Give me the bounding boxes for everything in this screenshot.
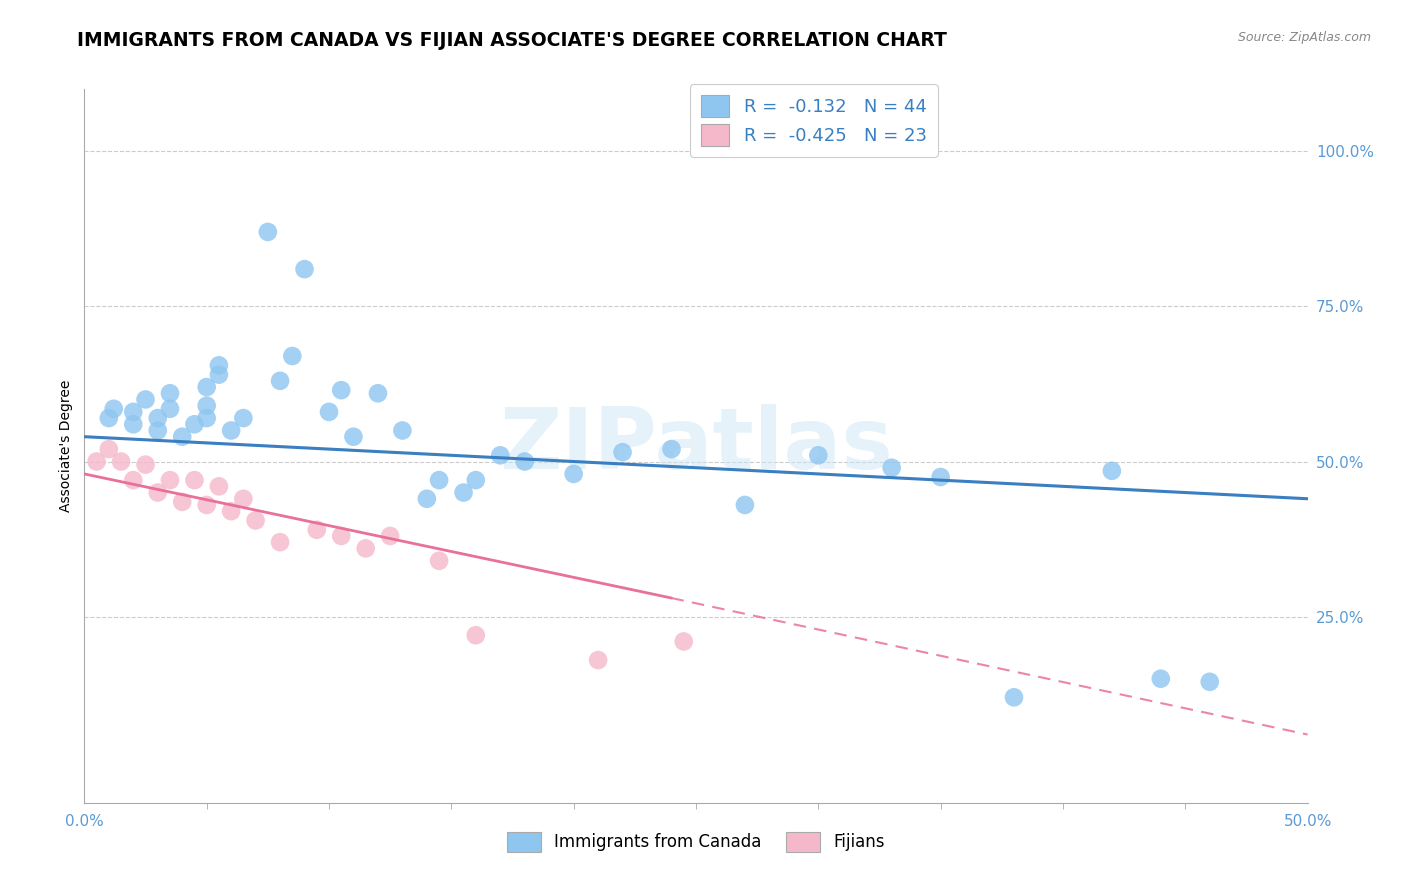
Point: [489, 448, 512, 462]
Point: [1002, 690, 1025, 705]
Point: [86, 454, 108, 468]
Point: [195, 399, 218, 413]
Point: [416, 491, 439, 506]
Point: [672, 634, 695, 648]
Point: [172, 495, 194, 509]
Point: [380, 529, 402, 543]
Point: [281, 349, 304, 363]
Point: [257, 225, 280, 239]
Point: [318, 405, 340, 419]
Point: [146, 485, 169, 500]
Point: [330, 529, 353, 543]
Point: [586, 653, 609, 667]
Point: [195, 498, 218, 512]
Point: [513, 454, 536, 468]
Point: [159, 473, 181, 487]
Point: [612, 445, 634, 459]
Text: Source: ZipAtlas.com: Source: ZipAtlas.com: [1237, 31, 1371, 45]
Point: [305, 523, 328, 537]
Point: [464, 473, 486, 487]
Point: [183, 417, 205, 432]
Point: [103, 401, 125, 416]
Point: [269, 535, 291, 549]
Point: [159, 386, 181, 401]
Point: [1101, 464, 1123, 478]
Point: [208, 368, 231, 382]
Point: [219, 424, 242, 438]
Point: [661, 442, 683, 456]
Point: [122, 405, 145, 419]
Point: [172, 430, 194, 444]
Point: [342, 430, 364, 444]
Point: [195, 411, 218, 425]
Point: [367, 386, 389, 401]
Point: [232, 491, 254, 506]
Point: [1150, 672, 1173, 686]
Point: [135, 392, 157, 407]
Legend: Immigrants from Canada, Fijians: Immigrants from Canada, Fijians: [501, 825, 891, 859]
Point: [245, 513, 267, 527]
Point: [464, 628, 486, 642]
Point: [880, 460, 903, 475]
Point: [208, 479, 231, 493]
Point: [562, 467, 585, 481]
Point: [391, 424, 413, 438]
Point: [135, 458, 157, 472]
Point: [97, 442, 120, 456]
Point: [110, 454, 132, 468]
Point: [208, 359, 231, 373]
Point: [159, 401, 181, 416]
Point: [232, 411, 254, 425]
Point: [1198, 674, 1220, 689]
Point: [269, 374, 291, 388]
Point: [807, 448, 830, 462]
Text: ZIPatlas: ZIPatlas: [499, 404, 893, 488]
Point: [929, 470, 952, 484]
Point: [294, 262, 316, 277]
Y-axis label: Associate's Degree: Associate's Degree: [59, 380, 73, 512]
Point: [427, 473, 450, 487]
Point: [195, 380, 218, 394]
Point: [330, 383, 353, 397]
Point: [97, 411, 120, 425]
Point: [427, 554, 450, 568]
Point: [122, 417, 145, 432]
Point: [453, 485, 475, 500]
Point: [146, 424, 169, 438]
Point: [219, 504, 242, 518]
Point: [354, 541, 377, 556]
Text: IMMIGRANTS FROM CANADA VS FIJIAN ASSOCIATE'S DEGREE CORRELATION CHART: IMMIGRANTS FROM CANADA VS FIJIAN ASSOCIA…: [77, 31, 948, 50]
Point: [146, 411, 169, 425]
Point: [734, 498, 756, 512]
Point: [183, 473, 205, 487]
Point: [122, 473, 145, 487]
